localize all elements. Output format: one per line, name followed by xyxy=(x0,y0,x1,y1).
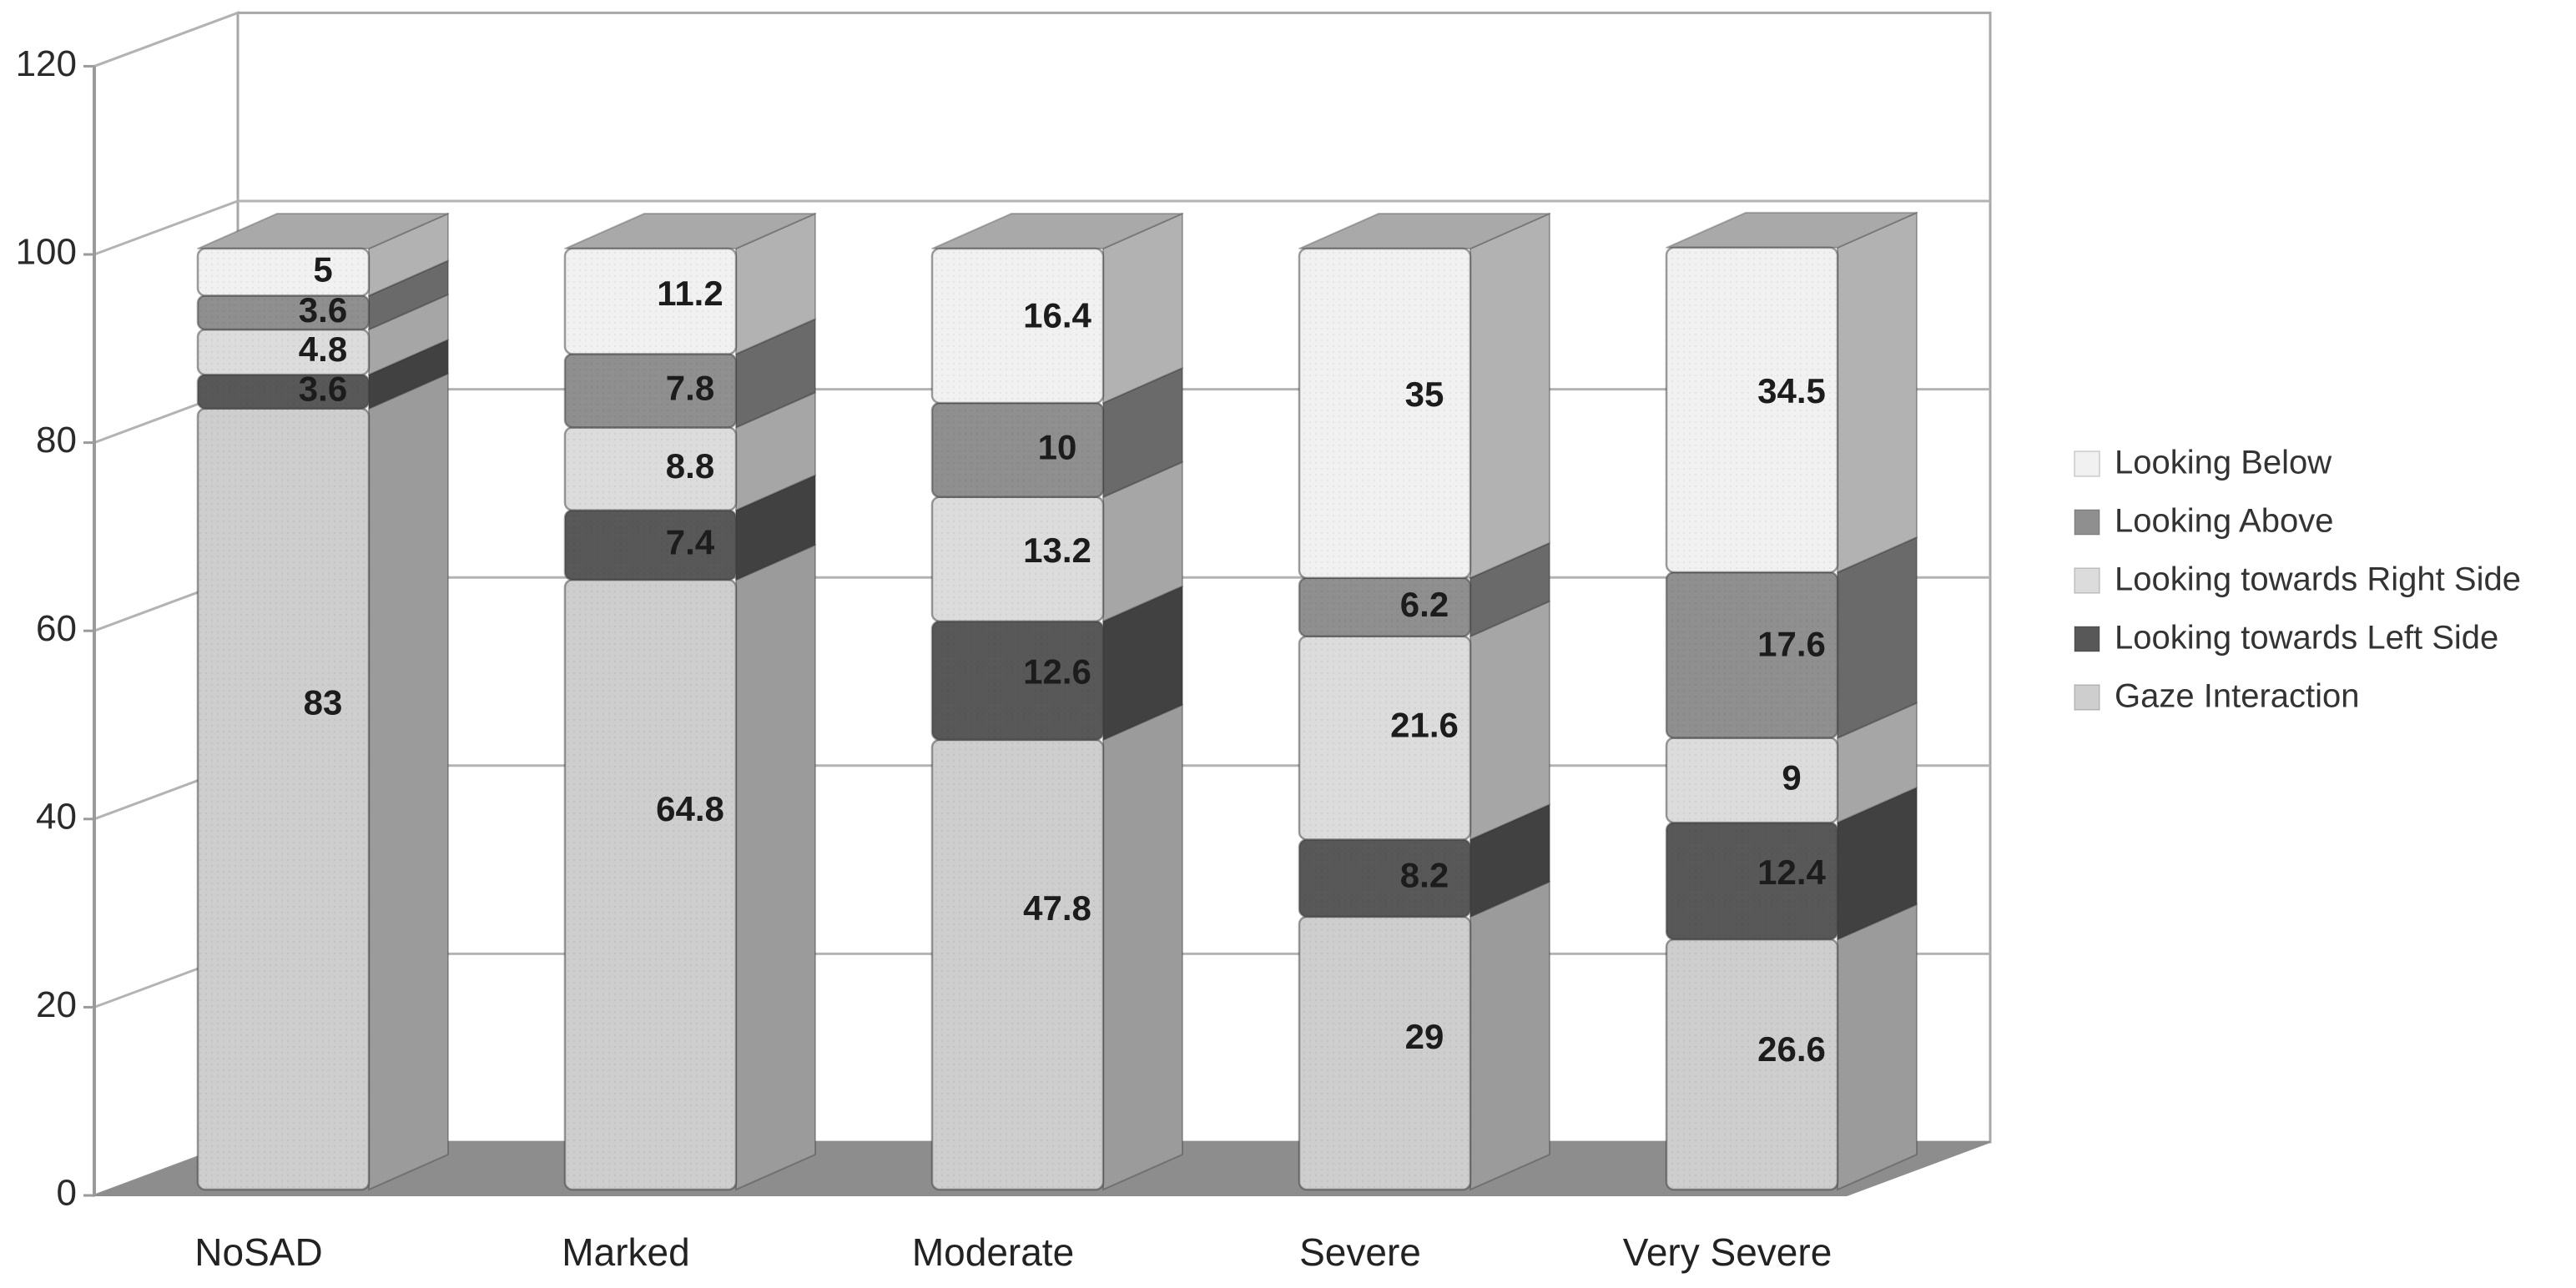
value-label: 3.6 xyxy=(299,290,347,330)
bar-segment-texture xyxy=(565,580,736,1190)
bar-segment-side xyxy=(1469,880,1550,1190)
value-label: 10 xyxy=(1038,427,1077,466)
bar-segment-texture xyxy=(932,496,1103,621)
category-label: Moderate xyxy=(912,1230,1074,1274)
value-label: 13.2 xyxy=(1023,531,1091,570)
legend-item: Looking Above xyxy=(2074,503,2333,540)
legend-label: Looking Below xyxy=(2115,445,2332,481)
legend-label: Looking towards Right Side xyxy=(2115,561,2521,598)
legend-swatch xyxy=(2074,626,2100,652)
legend-label: Looking towards Left Side xyxy=(2115,620,2498,657)
bar-segment-texture xyxy=(1299,916,1470,1190)
bar-segment-side xyxy=(1837,903,1918,1190)
y-tick-label: 0 xyxy=(57,1173,77,1214)
bar-segment-side xyxy=(1102,703,1183,1190)
bar-segment-texture xyxy=(1299,577,1470,636)
value-label: 5 xyxy=(313,249,332,289)
value-label: 26.6 xyxy=(1757,1029,1826,1069)
legend-swatch xyxy=(2074,684,2100,711)
bar-segment-texture xyxy=(198,408,369,1190)
bar-segment-texture xyxy=(1666,938,1837,1190)
legend-swatch xyxy=(2074,509,2100,536)
value-label: 29 xyxy=(1405,1017,1444,1056)
bar-segment-side xyxy=(735,544,816,1190)
legend-swatch xyxy=(2074,450,2100,477)
y-tick-label: 20 xyxy=(36,984,77,1025)
value-label: 6.2 xyxy=(1400,585,1449,624)
legend-item: Looking towards Left Side xyxy=(2074,620,2498,657)
bar-segment-texture xyxy=(565,354,736,428)
legend-item: Gaze Interaction xyxy=(2074,678,2360,715)
bar-stack-nosad: 833.64.83.65 xyxy=(196,213,449,1191)
bar-segment-texture xyxy=(198,249,369,296)
category-label: Marked xyxy=(562,1230,689,1274)
legend-label: Looking Above xyxy=(2115,503,2333,540)
category-label: Very Severe xyxy=(1623,1230,1832,1274)
bar-segment-texture xyxy=(1666,247,1837,573)
legend-swatch xyxy=(2074,567,2100,594)
y-tick-label: 40 xyxy=(36,796,77,837)
bar-segment-texture xyxy=(1299,249,1470,578)
y-tick-label: 60 xyxy=(36,608,77,649)
bar-stack-severe: 29 8.2 21.6 6.2 35 xyxy=(1298,213,1550,1191)
bar-segment-texture xyxy=(1666,737,1837,823)
bar-segment-texture xyxy=(1299,839,1470,917)
value-label: 47.8 xyxy=(1023,888,1091,928)
bar-stack-moderate: 47.8 12.6 13.2 10 16.4 xyxy=(930,213,1183,1191)
bar-segment-texture xyxy=(1299,636,1470,840)
category-label: Severe xyxy=(1299,1230,1421,1274)
value-label: 8.8 xyxy=(666,446,714,486)
category-label: NoSAD xyxy=(194,1230,322,1274)
legend-item: Looking towards Right Side xyxy=(2074,561,2521,598)
y-tick-label: 100 xyxy=(16,232,77,273)
y-axis-ticks: 0 20 40 60 80 100 120 xyxy=(16,43,94,1214)
bar-segment-texture xyxy=(198,330,369,375)
bar-segment-texture xyxy=(932,621,1103,740)
gridline-diagonal xyxy=(93,11,239,68)
value-label: 34.5 xyxy=(1757,371,1826,410)
bar-segment-side xyxy=(1469,600,1550,841)
bar-segment-texture xyxy=(932,249,1103,403)
value-label: 8.2 xyxy=(1400,856,1449,895)
value-label: 64.8 xyxy=(656,789,724,828)
bar-stack-very-severe: 26.6 12.4 9 17.6 34.5 xyxy=(1665,211,1918,1191)
bar-segment-side xyxy=(368,372,449,1190)
value-label: 17.6 xyxy=(1757,624,1826,663)
bar-segment-texture xyxy=(1666,572,1837,738)
bar-segment-texture xyxy=(932,402,1103,497)
legend-item: Looking Below xyxy=(2074,445,2332,481)
bar-segment-texture xyxy=(565,510,736,581)
value-label: 35 xyxy=(1405,375,1444,414)
bar-segment-texture xyxy=(1666,823,1837,939)
value-label: 11.2 xyxy=(657,274,723,313)
bar-segment-texture xyxy=(198,375,369,409)
value-label: 12.6 xyxy=(1023,652,1091,692)
bar-segment-texture xyxy=(932,739,1103,1190)
gridline-diagonal xyxy=(93,199,239,256)
legend-label: Gaze Interaction xyxy=(2115,678,2360,715)
y-tick-label: 120 xyxy=(16,43,77,84)
bar-stack-marked: 64.8 7.4 8.8 7.8 11.2 xyxy=(563,213,816,1191)
value-label: 9 xyxy=(1782,757,1801,797)
value-label: 3.6 xyxy=(299,370,347,409)
value-label: 12.4 xyxy=(1757,853,1826,892)
bar-segment-texture xyxy=(565,427,736,511)
value-label: 16.4 xyxy=(1023,295,1091,335)
bar-segment-texture xyxy=(198,295,369,330)
value-label: 7.8 xyxy=(666,368,714,407)
value-label: 4.8 xyxy=(299,330,347,369)
bar-segment-side xyxy=(1837,211,1918,574)
bar-segment-texture xyxy=(565,249,736,355)
value-label: 21.6 xyxy=(1390,705,1459,744)
value-label: 7.4 xyxy=(666,522,715,561)
bar-segment-side xyxy=(1469,213,1550,579)
y-tick-label: 80 xyxy=(36,420,77,460)
legend: Looking Below Looking Above Looking toward… xyxy=(2074,445,2521,715)
value-label: 83 xyxy=(304,683,343,722)
